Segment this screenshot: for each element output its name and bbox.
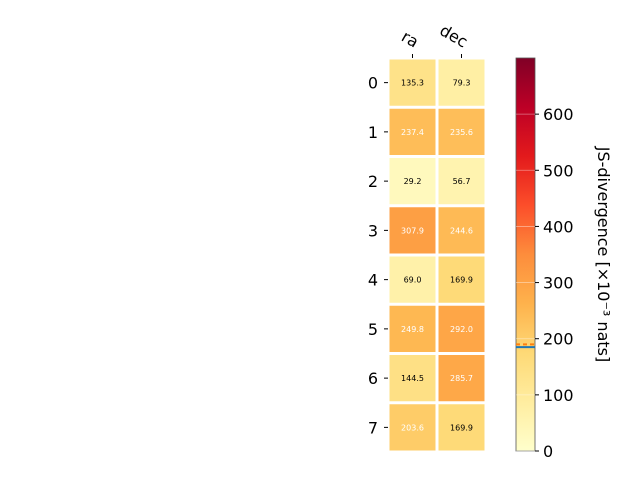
- colorbar-markers: [516, 343, 535, 349]
- row-tick-label: 7: [368, 418, 378, 437]
- heatmap-cell: [438, 404, 485, 451]
- colorbar-tick-label: 400: [543, 217, 574, 236]
- colorbar-gradient: [515, 57, 536, 452]
- row-tick-label: 1: [368, 123, 378, 142]
- cell-value-label: 69.0: [404, 276, 422, 285]
- row-tick-label: 6: [368, 369, 378, 388]
- row-axis: 0 1 2 3 4 5 6 7: [368, 74, 388, 437]
- colorbar: 0 100 200 300 400 500 600 JS-divergence [×10⁻³…: [515, 57, 613, 461]
- heatmap-cell: [389, 158, 436, 205]
- row-tick-label: 3: [368, 221, 378, 240]
- cell-value-label: 249.8: [401, 325, 424, 334]
- heatmap-cell: [438, 108, 485, 155]
- heatmap-cell: [438, 355, 485, 402]
- column-tick-label: dec: [437, 21, 471, 52]
- heatmap-cell: [389, 305, 436, 352]
- heatmap-cell: [438, 59, 485, 106]
- cell-value-label: 235.6: [450, 128, 473, 137]
- colorbar-tick-label: 100: [543, 386, 574, 405]
- colorbar-tick-label: 0: [543, 442, 553, 461]
- column-axis: ra dec: [398, 21, 471, 58]
- cell-value-label: 203.6: [401, 423, 424, 432]
- heatmap-cell: [389, 59, 436, 106]
- row-tick-label: 2: [368, 172, 378, 191]
- heatmap-cell: [438, 256, 485, 303]
- heatmap-cell: [438, 305, 485, 352]
- colorbar-tick-label: 600: [543, 105, 574, 124]
- cell-value-label: 169.9: [450, 423, 473, 432]
- heatmap-cell: [389, 108, 436, 155]
- colorbar-tick-label: 300: [543, 274, 574, 293]
- cell-value-label: 144.5: [401, 374, 424, 383]
- cell-value-label: 135.3: [401, 79, 424, 88]
- colorbar-label: JS-divergence [×10⁻³ nats]: [594, 146, 613, 362]
- heatmap-cell: [389, 207, 436, 254]
- cell-value-label: 169.9: [450, 276, 473, 285]
- column-tick-label: ra: [398, 27, 422, 52]
- cell-value-label: 307.9: [401, 226, 424, 235]
- cell-value-label: 56.7: [453, 177, 471, 186]
- colorbar-ticks: 0 100 200 300 400 500 600: [516, 105, 574, 461]
- cell-value-label: 292.0: [450, 325, 473, 334]
- cell-value-label: 79.3: [453, 79, 471, 88]
- heatmap-cell: [438, 158, 485, 205]
- cell-value-label: 285.7: [450, 374, 473, 383]
- heatmap-cell: [389, 256, 436, 303]
- heatmap-cell: [438, 207, 485, 254]
- cell-value-label: 244.6: [450, 226, 473, 235]
- heatmap: 135.3 79.3 237.4 235.6 29.2 56.7 307.9 244.6 69.…: [389, 59, 485, 451]
- heatmap-cell: [389, 404, 436, 451]
- cell-value-label: 237.4: [401, 128, 424, 137]
- row-tick-label: 5: [368, 320, 378, 339]
- colorbar-tick-label: 200: [543, 330, 574, 349]
- cell-value-label: 29.2: [404, 177, 422, 186]
- row-tick-label: 4: [368, 271, 378, 290]
- row-tick-label: 0: [368, 74, 378, 93]
- colorbar-tick-label: 500: [543, 161, 574, 180]
- heatmap-cell: [389, 355, 436, 402]
